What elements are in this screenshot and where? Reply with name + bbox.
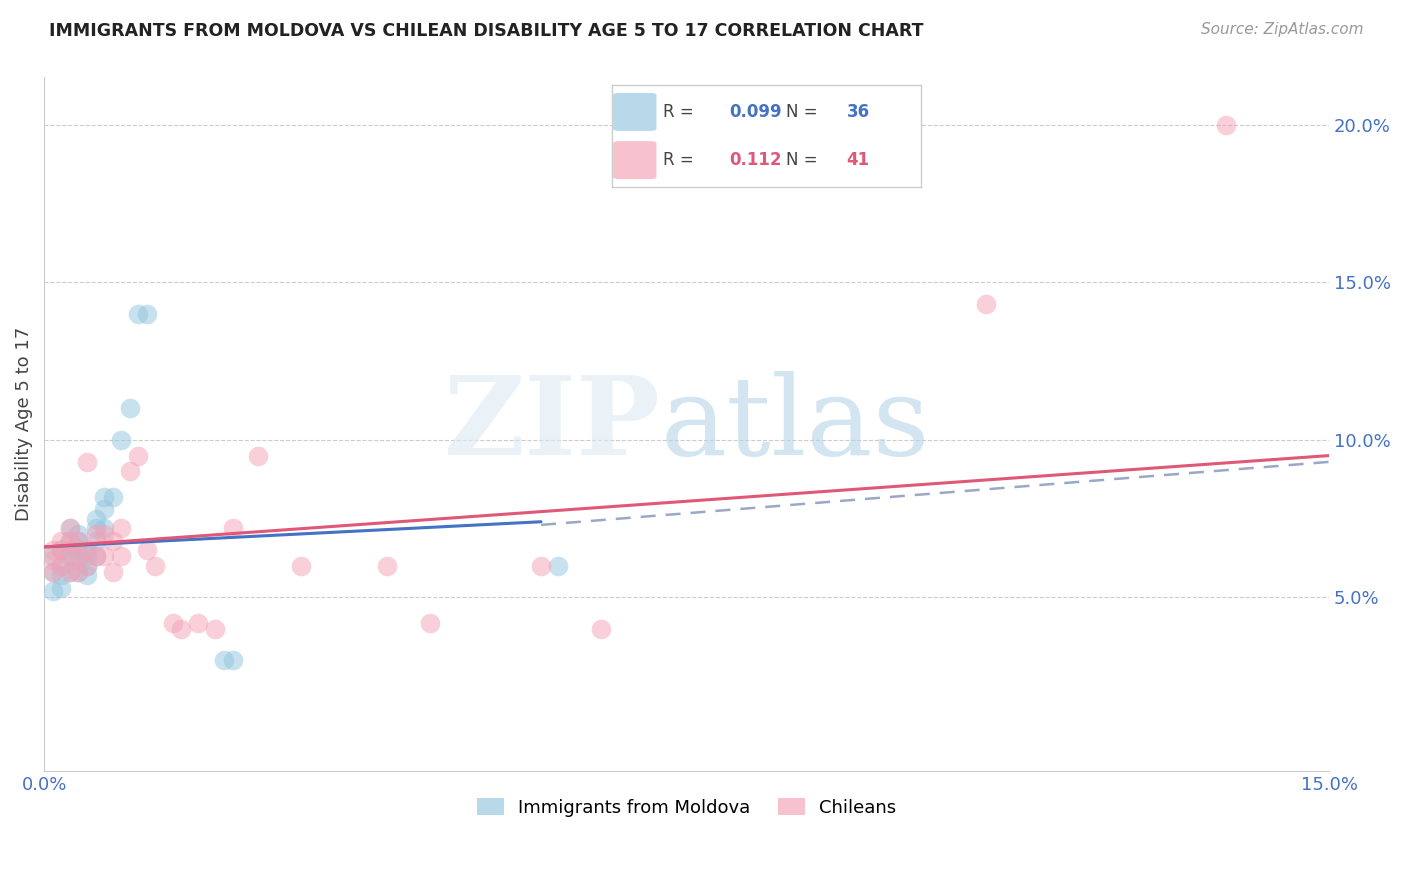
Text: 36: 36	[846, 103, 870, 121]
Point	[51, 581, 73, 595]
Point	[67, 565, 90, 579]
Point	[59, 533, 82, 548]
Point	[84, 533, 107, 548]
Point	[51, 543, 73, 558]
Text: R =: R =	[662, 103, 699, 121]
Text: IMMIGRANTS FROM MOLDOVA VS CHILEAN DISABILITY AGE 5 TO 17 CORRELATION CHART: IMMIGRANTS FROM MOLDOVA VS CHILEAN DISAB…	[49, 22, 924, 40]
Point	[59, 543, 82, 558]
Point	[221, 653, 243, 667]
Point	[118, 401, 141, 416]
FancyBboxPatch shape	[613, 93, 657, 131]
Point	[110, 521, 132, 535]
Text: 41: 41	[846, 151, 870, 169]
Point	[290, 558, 312, 573]
Point	[84, 549, 107, 564]
Point	[59, 533, 82, 548]
Point	[110, 433, 132, 447]
Point	[93, 490, 115, 504]
Text: ZIP: ZIP	[444, 370, 661, 477]
Point	[93, 521, 115, 535]
Text: 0.112: 0.112	[730, 151, 782, 169]
Point	[247, 449, 270, 463]
Point	[135, 307, 157, 321]
Point	[127, 307, 149, 321]
Point	[76, 549, 98, 564]
Point	[67, 565, 90, 579]
Point	[221, 521, 243, 535]
Point	[67, 543, 90, 558]
Point	[67, 552, 90, 566]
Point	[135, 543, 157, 558]
Point	[93, 549, 115, 564]
Point	[419, 615, 441, 630]
Text: N =: N =	[786, 151, 824, 169]
Point	[67, 533, 90, 548]
Point	[41, 565, 63, 579]
Point	[59, 549, 82, 564]
Point	[101, 565, 124, 579]
Point	[51, 558, 73, 573]
Text: R =: R =	[662, 151, 704, 169]
Point	[76, 455, 98, 469]
Point	[51, 568, 73, 582]
Point	[76, 543, 98, 558]
Point	[547, 558, 569, 573]
Point	[84, 549, 107, 564]
Point	[59, 565, 82, 579]
Point	[93, 502, 115, 516]
FancyBboxPatch shape	[613, 141, 657, 179]
Point	[67, 527, 90, 541]
Point	[589, 622, 612, 636]
Point	[127, 449, 149, 463]
Point	[1215, 118, 1237, 132]
Point	[93, 527, 115, 541]
Point	[51, 533, 73, 548]
Point	[76, 543, 98, 558]
Point	[110, 549, 132, 564]
Point	[76, 568, 98, 582]
Point	[41, 543, 63, 558]
Point	[51, 543, 73, 558]
Point	[76, 558, 98, 573]
Point	[212, 653, 235, 667]
Point	[59, 521, 82, 535]
Point	[84, 511, 107, 525]
Text: atlas: atlas	[661, 370, 931, 477]
Point	[375, 558, 398, 573]
Point	[41, 549, 63, 564]
Point	[84, 527, 107, 541]
Point	[41, 552, 63, 566]
Point	[530, 558, 553, 573]
Point	[84, 521, 107, 535]
Point	[187, 615, 209, 630]
Point	[118, 464, 141, 478]
Point	[976, 297, 998, 311]
Point	[41, 584, 63, 599]
Point	[59, 565, 82, 579]
Point	[76, 558, 98, 573]
Text: N =: N =	[786, 103, 824, 121]
Point	[41, 565, 63, 579]
Point	[67, 549, 90, 564]
Point	[145, 558, 167, 573]
Point	[204, 622, 226, 636]
Point	[67, 533, 90, 548]
Legend: Immigrants from Moldova, Chileans: Immigrants from Moldova, Chileans	[470, 791, 904, 824]
Point	[101, 490, 124, 504]
Point	[101, 533, 124, 548]
Y-axis label: Disability Age 5 to 17: Disability Age 5 to 17	[15, 327, 32, 521]
Point	[59, 549, 82, 564]
Point	[59, 521, 82, 535]
Text: Source: ZipAtlas.com: Source: ZipAtlas.com	[1201, 22, 1364, 37]
Text: 0.099: 0.099	[730, 103, 782, 121]
Point	[170, 622, 193, 636]
Point	[162, 615, 184, 630]
Point	[51, 558, 73, 573]
